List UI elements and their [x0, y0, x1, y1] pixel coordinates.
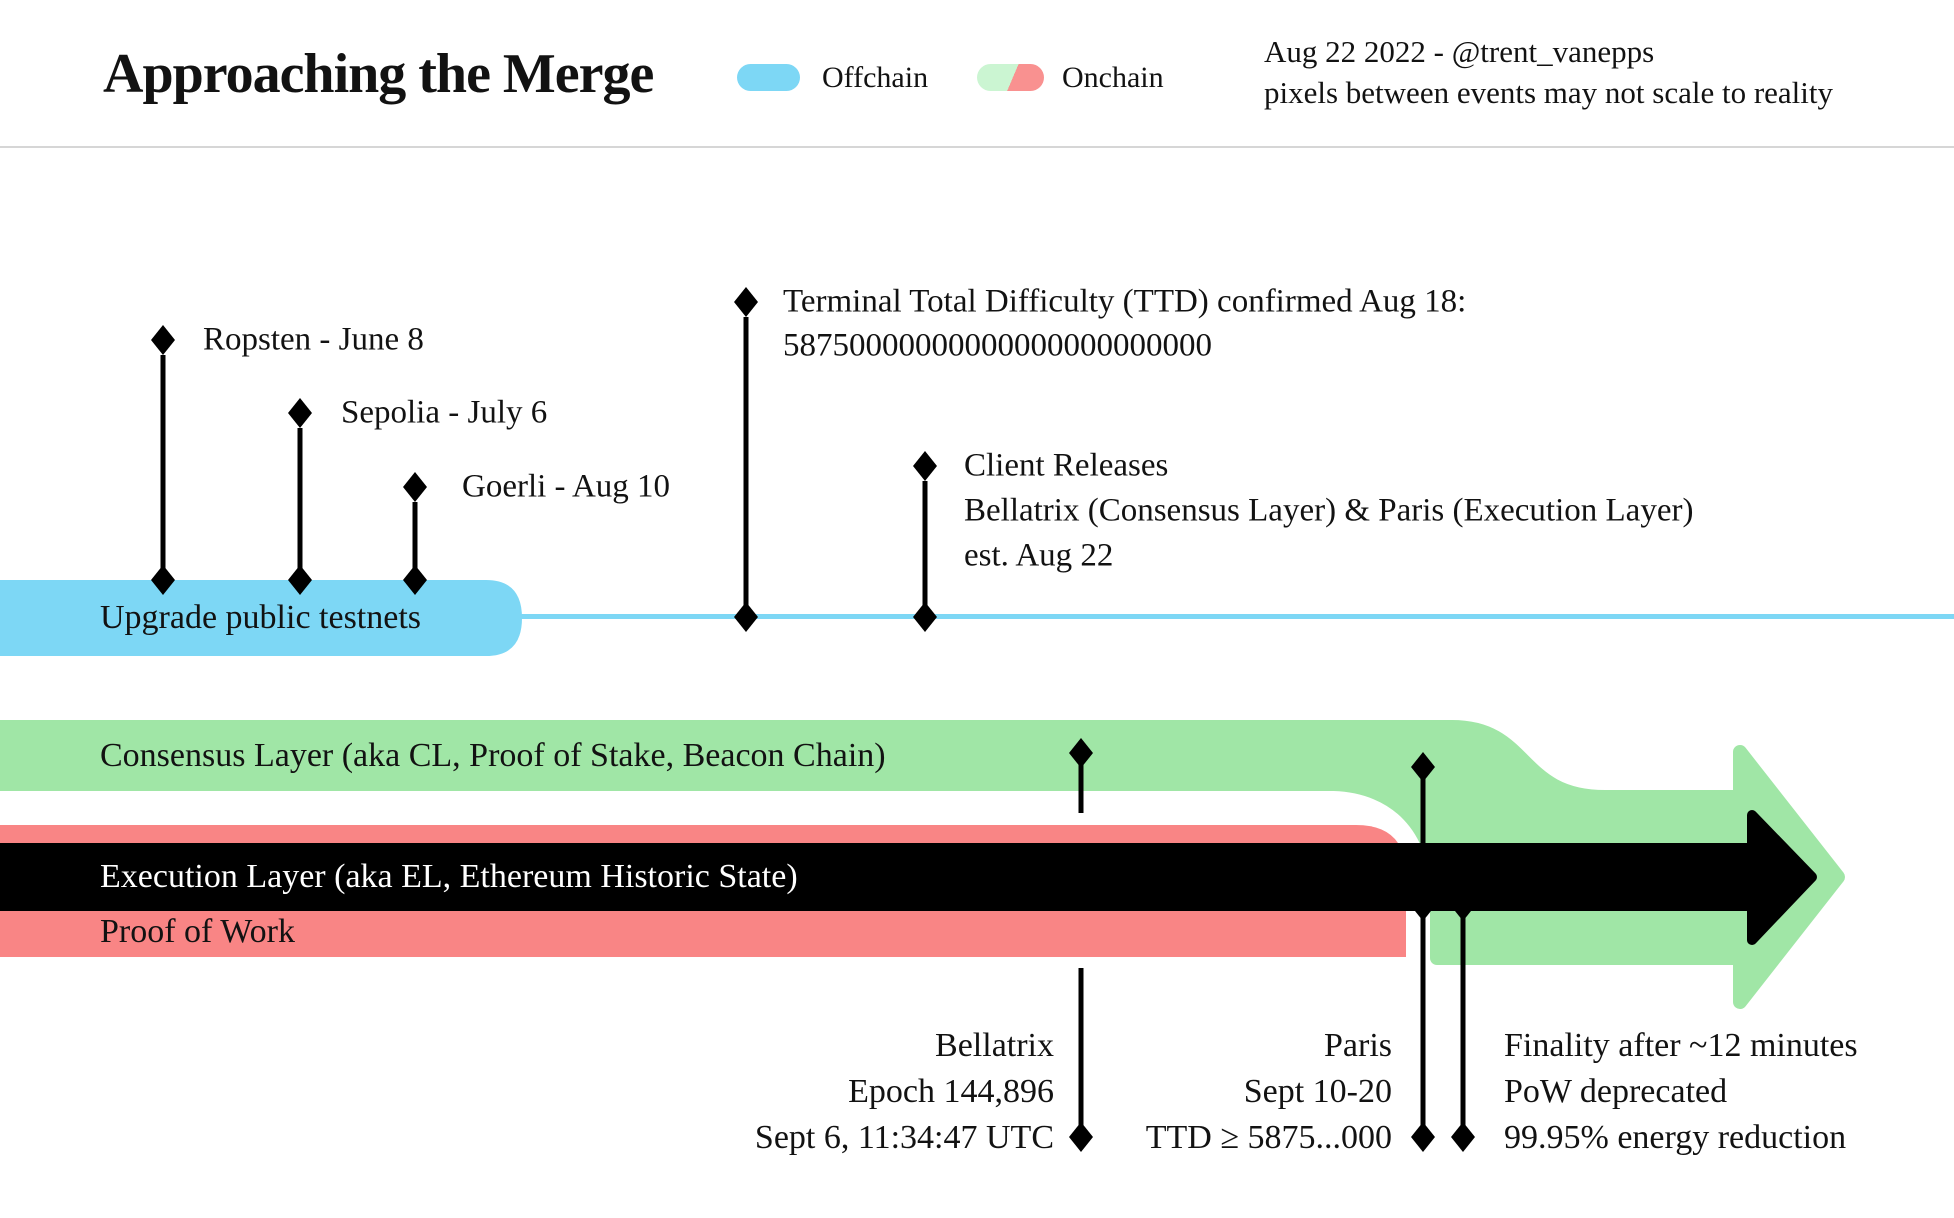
goerli-label: Goerli - Aug 10: [462, 468, 671, 505]
goerli-bar-diamond-icon: [403, 565, 427, 595]
bellatrix-consensus-diamond-icon: [1069, 738, 1093, 768]
execution-layer-label: Execution Layer (aka EL, Ethereum Histor…: [100, 858, 798, 895]
paris-execution-diamond-icon: [1411, 891, 1435, 921]
bellatrix-event-name: Bellatrix: [935, 1027, 1054, 1064]
offchain-legend-swatch-icon: [737, 64, 800, 91]
finality-event-line3: 99.95% energy reduction: [1504, 1119, 1847, 1156]
paris-label-diamond-icon: [1411, 1122, 1435, 1152]
ropsten-label: Ropsten - June 8: [203, 321, 424, 358]
finality-event-line2: PoW deprecated: [1504, 1073, 1728, 1110]
sepolia-bar-diamond-icon: [288, 565, 312, 595]
client-releases-timeline-diamond-icon: [913, 602, 937, 632]
finality-label-diamond-icon: [1451, 1122, 1475, 1152]
paris-event-date: Sept 10-20: [1243, 1073, 1392, 1110]
page-title: Approaching the Merge: [103, 43, 654, 105]
execution-arrow: [0, 810, 1817, 945]
scale-note-text: pixels between events may not scale to r…: [1264, 75, 1834, 110]
finality-execution-diamond-icon: [1451, 891, 1475, 921]
bellatrix-event-date: Sept 6, 11:34:47 UTC: [754, 1119, 1054, 1156]
sepolia-label-diamond-icon: [288, 398, 312, 428]
offchain-thin-line: [505, 614, 1954, 619]
sepolia-label: Sepolia - July 6: [341, 394, 548, 431]
offchain-legend-label: Offchain: [822, 61, 929, 94]
bellatrix-label-diamond-icon: [1069, 1122, 1093, 1152]
client-releases-label-diamond-icon: [913, 451, 937, 481]
ttd-timeline-diamond-icon: [734, 602, 758, 632]
ropsten-label-diamond-icon: [151, 325, 175, 355]
consensus-layer-label: Consensus Layer (aka CL, Proof of Stake,…: [100, 737, 886, 774]
onchain-legend-swatch-icon: [977, 64, 1044, 91]
ttd-value: 58750000000000000000000000: [783, 327, 1212, 364]
client-releases-detail: Bellatrix (Consensus Layer) & Paris (Exe…: [964, 492, 1694, 529]
credit-text: Aug 22 2022 - @trent_vanepps: [1264, 34, 1655, 69]
finality-event-line1: Finality after ~12 minutes: [1504, 1027, 1858, 1064]
bellatrix-event-epoch: Epoch 144,896: [848, 1073, 1054, 1110]
header-divider: [0, 146, 1954, 148]
client-releases-title: Client Releases: [964, 447, 1169, 484]
offchain-bar-label: Upgrade public testnets: [100, 599, 422, 636]
client-releases-date: est. Aug 22: [964, 537, 1114, 574]
onchain-legend-label: Onchain: [1062, 61, 1164, 94]
paris-consensus-diamond-icon: [1411, 752, 1435, 782]
paris-event-ttd: TTD ≥ 5875...000: [1145, 1119, 1392, 1156]
goerli-label-diamond-icon: [403, 472, 427, 502]
paris-event-name: Paris: [1324, 1027, 1392, 1064]
pow-label: Proof of Work: [100, 913, 295, 950]
ttd-title: Terminal Total Difficulty (TTD) confirme…: [783, 283, 1467, 320]
offchain-bar: [0, 580, 522, 656]
ttd-label-diamond-icon: [734, 287, 758, 317]
ropsten-bar-diamond-icon: [151, 565, 175, 595]
